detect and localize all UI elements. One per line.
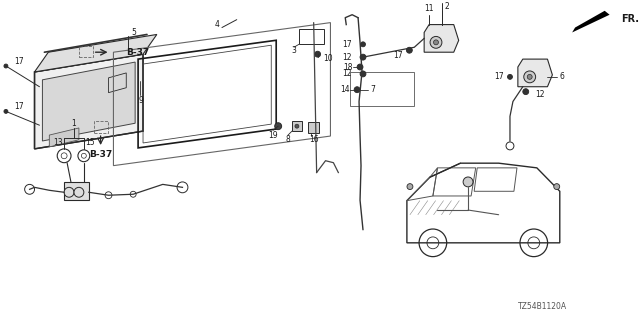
Bar (350, 72, 414, 107)
Text: 13: 13 (53, 139, 63, 148)
Text: 7: 7 (370, 85, 375, 94)
Circle shape (360, 42, 365, 47)
Circle shape (360, 54, 366, 60)
Circle shape (4, 64, 8, 68)
Text: TZ54B1120A: TZ54B1120A (518, 302, 567, 311)
Polygon shape (424, 25, 459, 52)
Text: 12: 12 (342, 52, 352, 62)
Circle shape (357, 64, 363, 70)
Text: 14: 14 (340, 85, 350, 94)
Circle shape (523, 89, 529, 95)
Circle shape (74, 187, 84, 197)
Circle shape (463, 177, 473, 187)
Polygon shape (35, 54, 143, 149)
Circle shape (554, 184, 560, 189)
Circle shape (433, 40, 438, 45)
Circle shape (527, 74, 532, 79)
Text: 17: 17 (342, 40, 352, 49)
Text: 5: 5 (131, 28, 136, 37)
Circle shape (430, 36, 442, 48)
Bar (308, 122, 319, 133)
Text: 9: 9 (138, 96, 143, 105)
Bar (299, 28, 324, 44)
Text: 11: 11 (424, 4, 434, 13)
Text: 18: 18 (344, 62, 353, 71)
Text: 2: 2 (444, 2, 449, 11)
Circle shape (406, 47, 412, 53)
Text: 17: 17 (393, 51, 403, 60)
Circle shape (407, 184, 413, 189)
Circle shape (315, 51, 321, 57)
Bar (64, 182, 89, 200)
Circle shape (4, 109, 8, 113)
Polygon shape (572, 11, 609, 32)
Text: 12: 12 (342, 69, 352, 78)
Circle shape (275, 123, 282, 130)
Circle shape (524, 71, 536, 83)
Polygon shape (42, 62, 135, 141)
Text: 17: 17 (495, 72, 504, 81)
Circle shape (295, 124, 299, 128)
Text: B-37: B-37 (126, 48, 150, 57)
Circle shape (360, 71, 366, 77)
Text: B-37: B-37 (89, 150, 112, 159)
Polygon shape (35, 35, 157, 72)
Text: 1: 1 (72, 119, 76, 128)
Text: 4: 4 (214, 20, 220, 29)
Circle shape (508, 74, 513, 79)
Circle shape (354, 87, 360, 93)
Text: FR.: FR. (621, 14, 639, 24)
Text: 15: 15 (85, 139, 95, 148)
Polygon shape (518, 59, 552, 87)
Circle shape (64, 187, 74, 197)
Text: 3: 3 (291, 46, 296, 55)
Text: 8: 8 (285, 134, 291, 143)
Text: 10: 10 (324, 54, 333, 63)
Text: 6: 6 (559, 72, 564, 81)
Bar (292, 121, 302, 131)
Text: 17: 17 (14, 102, 24, 111)
Bar (93, 121, 108, 133)
Polygon shape (49, 128, 79, 147)
Text: 16: 16 (309, 135, 319, 145)
Text: 19: 19 (268, 131, 278, 140)
Text: 17: 17 (14, 57, 24, 66)
Text: 12: 12 (536, 90, 545, 99)
Bar (79, 46, 93, 57)
